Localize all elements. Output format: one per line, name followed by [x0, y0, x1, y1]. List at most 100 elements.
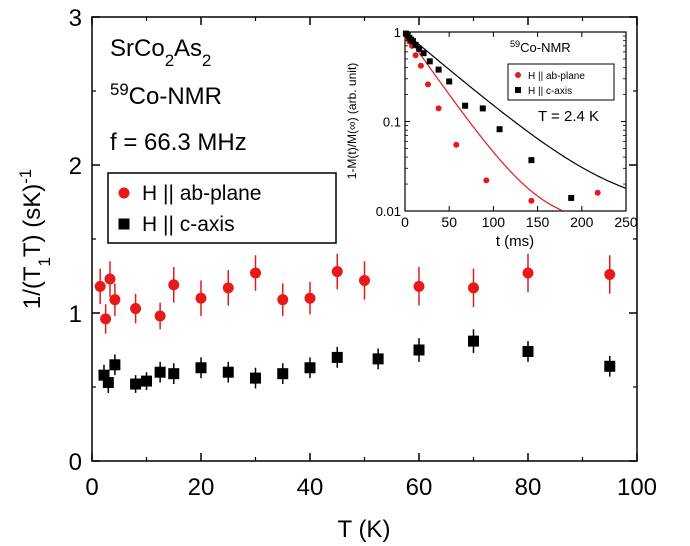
- main-point-c-axis: [109, 359, 121, 371]
- main-point-ab-plane: [100, 313, 112, 325]
- main-legend-box: [107, 172, 337, 244]
- main-point-ab-plane: [522, 267, 534, 279]
- main-point-c-axis: [604, 360, 616, 372]
- inset-x-tick-label: 50: [441, 214, 457, 230]
- main-x-tick-label: 20: [188, 474, 215, 501]
- inset-x-tick-label: 0: [401, 214, 409, 230]
- legend-label-c-axis: H || c-axis: [142, 213, 235, 236]
- main-point-c-axis: [277, 368, 289, 380]
- inset-point-c-axis: [409, 38, 416, 45]
- inset-ticks: 0 50 100 150 200 250 0.01 0.1 1: [376, 25, 638, 230]
- inset-legend-label-c-axis: H || c-axis: [528, 86, 572, 97]
- main-point-c-axis: [141, 375, 152, 387]
- main-point-c-axis: [372, 353, 384, 365]
- main-point-c-axis: [468, 335, 479, 347]
- main-x-tick-label: 80: [515, 474, 542, 501]
- inset-point-c-axis: [416, 45, 423, 52]
- inset-x-tick-label: 200: [570, 214, 594, 230]
- inset-fit-c-axis: [404, 32, 627, 189]
- main-point-ab-plane: [331, 266, 343, 278]
- main-x-tick-label: 40: [297, 474, 324, 501]
- main-point-ab-plane: [468, 282, 479, 294]
- frequency-annotation: f = 66.3 MHz: [110, 129, 247, 156]
- legend-marker-ab-plane: [118, 187, 130, 199]
- main-point-c-axis: [130, 378, 142, 390]
- inset-legend-box: [507, 63, 615, 101]
- main-point-c-axis: [195, 362, 207, 374]
- main-point-ab-plane: [94, 280, 106, 292]
- inset-legend-label-ab-plane: H || ab-plane: [528, 71, 585, 82]
- compound-annotation: SrCo2As2: [110, 35, 211, 70]
- inset-points: [402, 30, 601, 204]
- inset-point-ab-plane: [453, 141, 460, 148]
- main-point-ab-plane: [604, 269, 616, 281]
- legend-marker-c-axis: [118, 218, 130, 230]
- inset-x-axis-label: t (ms): [496, 233, 534, 250]
- main-x-tick-label: 100: [617, 474, 657, 501]
- inset-point-ab-plane: [424, 81, 431, 88]
- inset-point-c-axis: [426, 58, 433, 65]
- inset-point-ab-plane: [435, 105, 442, 112]
- inset-plot-frame: [404, 31, 627, 212]
- main-legend: H || ab-plane H || c-axis: [107, 172, 337, 244]
- main-point-ab-plane: [359, 274, 370, 286]
- inset-y-tick-label: 1: [394, 25, 401, 40]
- main-point-ab-plane: [277, 294, 289, 306]
- main-x-tick-label: 0: [85, 474, 98, 501]
- inset-x-tick-label: 100: [482, 214, 506, 230]
- main-point-ab-plane: [109, 294, 121, 306]
- inset-point-ab-plane: [417, 62, 424, 69]
- main-point-c-axis: [168, 368, 180, 380]
- main-point-c-axis: [413, 344, 425, 356]
- inset-nmr-annotation: 59Co-NMR: [510, 39, 571, 55]
- main-y-tick-label: 0: [69, 449, 82, 476]
- main-point-c-axis: [102, 377, 114, 389]
- inset-y-tick-label: 0.1: [383, 115, 401, 130]
- inset-point-c-axis: [412, 41, 419, 48]
- inset-legend-marker-ab-plane: [515, 72, 521, 78]
- inset-x-tick-label: 150: [526, 214, 550, 230]
- main-point-ab-plane: [250, 267, 261, 279]
- inset-point-c-axis: [462, 102, 469, 109]
- inset-point-c-axis: [528, 157, 535, 164]
- main-ticks: 0 20 40 60 80 100 0 1 2 3: [69, 5, 657, 501]
- inset-point-c-axis: [420, 50, 427, 57]
- main-y-axis-label: 1/(T1T) (sK)-1: [16, 169, 54, 309]
- inset-point-c-axis: [496, 126, 503, 133]
- legend-label-ab-plane: H || ab-plane: [142, 182, 261, 205]
- inset-plot: 0 50 100 150 200 250 0.01 0.1 1 t (ms) 1-M(t)/M(…: [345, 25, 638, 250]
- main-point-c-axis: [222, 366, 234, 378]
- main-plot: 0 20 40 60 80 100 0 1 2 3 T (K) 1/(T1T) (sK)-1 Sr…: [16, 5, 658, 543]
- main-point-ab-plane: [304, 292, 316, 304]
- inset-y-tick-label: 0.01: [376, 204, 401, 219]
- main-point-c-axis: [154, 366, 166, 378]
- main-point-ab-plane: [168, 279, 180, 291]
- main-point-ab-plane: [222, 282, 234, 294]
- inset-point-ab-plane: [412, 52, 419, 59]
- inset-x-tick-label: 250: [614, 214, 638, 230]
- nmr-annotation: 59Co-NMR: [110, 80, 222, 111]
- main-point-c-axis: [331, 351, 343, 363]
- main-point-ab-plane: [195, 292, 207, 304]
- inset-point-c-axis: [446, 78, 453, 85]
- main-point-ab-plane: [154, 310, 166, 322]
- main-y-tick-label: 1: [69, 301, 82, 328]
- main-point-c-axis: [304, 362, 316, 374]
- main-point-ab-plane: [413, 280, 425, 292]
- main-points: [94, 253, 616, 393]
- main-point-c-axis: [522, 345, 534, 357]
- main-y-tick-label: 3: [69, 5, 82, 32]
- inset-point-c-axis: [479, 105, 486, 112]
- inset-point-ab-plane: [528, 197, 535, 204]
- inset-legend: H || ab-plane H || c-axis: [507, 63, 615, 101]
- inset-point-c-axis: [568, 194, 575, 201]
- inset-fit-ab-plane: [404, 32, 563, 212]
- main-point-ab-plane: [130, 303, 142, 315]
- inset-y-axis-label: 1-M(t)/M(∞) (arb. unit): [345, 63, 359, 180]
- inset-point-ab-plane: [594, 189, 601, 196]
- main-x-axis-label: T (K): [338, 516, 391, 543]
- inset-legend-marker-c-axis: [515, 87, 521, 93]
- inset-point-ab-plane: [483, 177, 490, 184]
- inset-temp-annotation: T = 2.4 K: [538, 108, 599, 125]
